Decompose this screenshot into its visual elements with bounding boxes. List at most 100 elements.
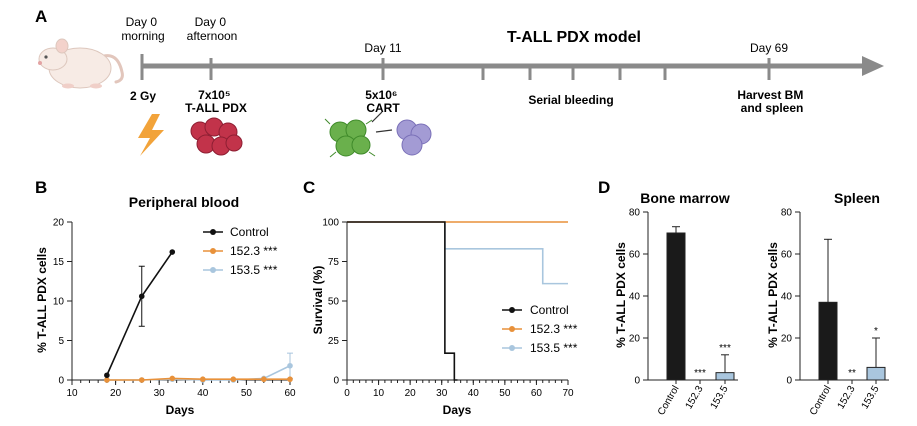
- cart-resting-icon: [396, 119, 432, 156]
- xlabel-surv: Days: [443, 403, 472, 417]
- pb-y-tick-label: 20: [53, 218, 65, 229]
- significance-1535: *: [874, 326, 878, 337]
- pb-y-tick-label: 10: [53, 297, 65, 308]
- timeline-arrow-head: [862, 56, 884, 76]
- timeline-ticks: [140, 54, 771, 80]
- step-time-day69: Day 69: [750, 41, 788, 55]
- pb-x-tick-label: 40: [197, 388, 209, 399]
- mouse-icon: [38, 38, 124, 89]
- ylabel-sp: % T-ALL PDX cells: [766, 242, 780, 348]
- data-point-1523: [287, 376, 293, 383]
- data-point-1523: [200, 376, 206, 383]
- series-line-control: [106, 251, 173, 376]
- surv-x-tick-label: 70: [562, 388, 574, 399]
- data-point-1523: [138, 377, 145, 383]
- step-time-day0-afternoon: Day 0 afternoon: [187, 15, 238, 43]
- bm-y-tick-label: 20: [629, 334, 641, 345]
- pb-y-tick-label: 0: [58, 376, 64, 387]
- bm-x-tick-label: 152.3: [684, 384, 706, 412]
- data-point-control: [104, 372, 110, 379]
- significance-1523: **: [848, 368, 856, 379]
- data-point-control: [169, 249, 176, 255]
- ylabel-surv: Survival (%): [311, 266, 325, 335]
- data-point-1523: [230, 376, 237, 383]
- surv-y-tick-label: 25: [328, 336, 340, 347]
- sp-x-tick-label: 152.3: [836, 384, 858, 412]
- data-point-control: [138, 293, 145, 300]
- surv-x-tick-label: 0: [344, 388, 350, 399]
- pdx-cells-icon: [190, 117, 243, 156]
- ylabel-bm: % T-ALL PDX cells: [614, 242, 628, 348]
- surv-x-tick-label: 60: [531, 388, 543, 399]
- surv-y-tick-label: 75: [328, 257, 340, 268]
- legend-pb: Control 152.3 *** 153.5 ***: [203, 225, 278, 277]
- legend-pb-control: Control: [230, 225, 269, 239]
- surv-x-tick-label: 10: [373, 388, 385, 399]
- lightning-icon: [138, 114, 164, 156]
- surv-y-tick-label: 50: [328, 297, 340, 308]
- legend-pb-152: 152.3 ***: [230, 244, 278, 258]
- sp-y-tick-label: 20: [781, 334, 793, 345]
- surv-x-tick-label: 20: [405, 388, 417, 399]
- data-point-1523: [104, 377, 110, 383]
- surv-x-tick-label: 40: [468, 388, 480, 399]
- plot-pb: [104, 249, 293, 383]
- bm-y-tick-label: 80: [629, 208, 641, 219]
- legend-surv-153: 153.5 ***: [530, 341, 578, 355]
- bm-x-tick-label: Control: [656, 384, 682, 417]
- legend-surv: Control 152.3 *** 153.5 ***: [502, 303, 578, 355]
- data-point-1523: [169, 375, 176, 382]
- surv-y-tick-label: 0: [333, 376, 339, 387]
- bar-Control: [666, 232, 686, 381]
- step-time-day11: Day 11: [364, 41, 401, 55]
- survival-curve-control: [347, 221, 458, 381]
- chart-title-sp: Spleen: [834, 190, 880, 206]
- legend-surv-control: Control: [530, 303, 569, 317]
- pb-x-tick-label: 10: [66, 388, 78, 399]
- bm-x-tick-label: 153.5: [709, 384, 731, 412]
- step-label-pdx: 7x10⁵ T-ALL PDX: [185, 88, 247, 115]
- timeline-title: T-ALL PDX model: [507, 29, 641, 46]
- pb-x-tick-label: 60: [284, 388, 296, 399]
- step-time-day0-morning: Day 0 morning: [121, 15, 164, 43]
- significance-1523: ***: [694, 368, 706, 379]
- sp-y-tick-label: 40: [781, 292, 793, 303]
- sp-y-tick-label: 80: [781, 208, 793, 219]
- bm-y-tick-label: 40: [629, 292, 641, 303]
- bm-y-tick-label: 0: [634, 376, 640, 387]
- pb-y-tick-label: 15: [53, 257, 65, 268]
- panel-label-b: B: [35, 178, 47, 197]
- chart-title-pb: Peripheral blood: [129, 194, 239, 210]
- step-label-serial-bleeding: Serial bleeding: [528, 93, 613, 107]
- surv-x-tick-label: 30: [436, 388, 448, 399]
- plot-surv: [347, 221, 568, 381]
- significance-1535: ***: [719, 343, 731, 354]
- panel-label-d: D: [598, 178, 610, 197]
- survival-curve-1535: [444, 222, 568, 285]
- sp-x-tick-label: 153.5: [860, 384, 882, 412]
- surv-y-tick-label: 100: [322, 218, 339, 229]
- step-label-cart: 5x10⁶ CART: [365, 88, 401, 115]
- bar-1535: [866, 366, 886, 381]
- plot-sp: ***: [818, 238, 886, 381]
- bm-y-tick-label: 60: [629, 250, 641, 261]
- pb-x-tick-label: 50: [241, 388, 253, 399]
- axes-surv: 0 10 20 30 40 50 60 70 0 25 50 75 100: [322, 218, 574, 400]
- sp-y-tick-label: 0: [786, 376, 792, 387]
- bar-1535: [715, 372, 735, 381]
- surv-x-tick-label: 50: [499, 388, 511, 399]
- data-point-1535: [287, 362, 293, 369]
- cart-activated-icon: [324, 118, 376, 158]
- panel-label-a: A: [35, 7, 47, 26]
- pb-x-tick-label: 30: [154, 388, 166, 399]
- xlabel-pb: Days: [166, 403, 195, 417]
- data-point-1523: [261, 376, 267, 383]
- chart-title-bm: Bone marrow: [640, 190, 730, 206]
- step-label-irradiation: 2 Gy: [130, 89, 156, 103]
- pb-y-tick-label: 5: [58, 336, 64, 347]
- legend-surv-152: 152.3 ***: [530, 322, 578, 336]
- panel-label-c: C: [303, 178, 315, 197]
- legend-pb-153: 153.5 ***: [230, 263, 278, 277]
- sp-x-tick-label: Control: [808, 384, 834, 417]
